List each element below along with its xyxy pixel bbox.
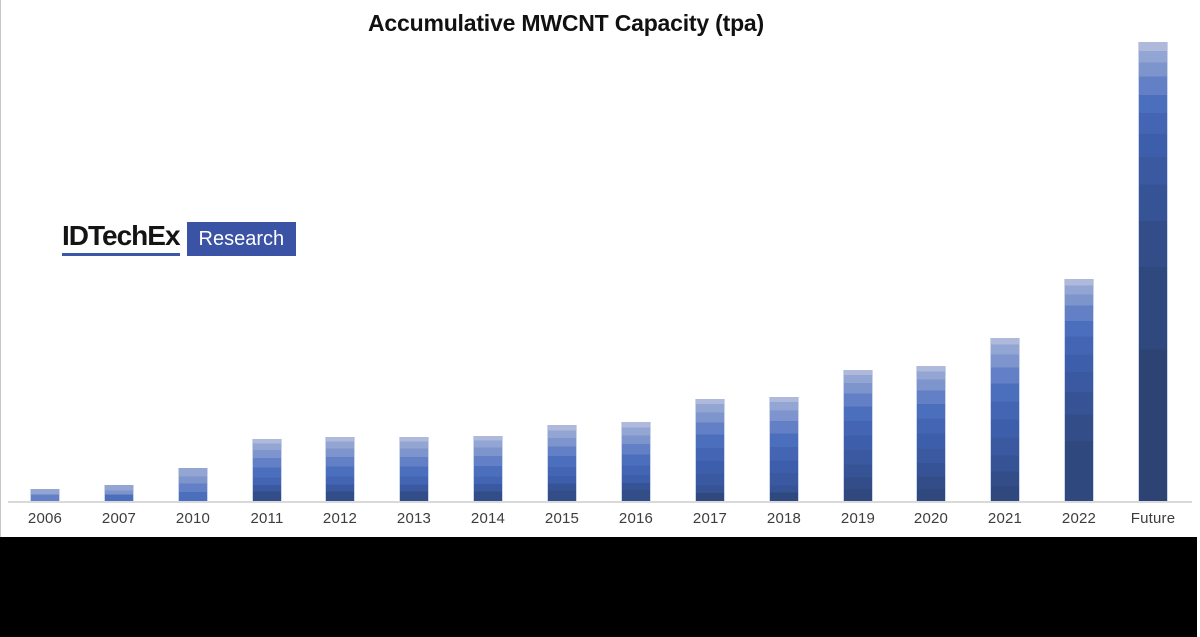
- bar-2017: [695, 399, 725, 501]
- idtechex-research-badge: Research: [186, 222, 297, 256]
- x-axis-label-2006: 2006: [27, 510, 63, 527]
- x-axis-label-2019: 2019: [840, 510, 876, 527]
- page-title: Accumulative MWCNT Capacity (tpa): [368, 10, 764, 36]
- x-axis-label-2013: 2013: [396, 510, 432, 527]
- x-axis-label-2020: 2020: [913, 510, 949, 527]
- x-axis-label-2015: 2015: [544, 510, 580, 527]
- bar-2006: [30, 489, 60, 501]
- bar-2022: [1064, 279, 1094, 501]
- bar-2016: [621, 422, 651, 501]
- x-axis-label-2021: 2021: [987, 510, 1023, 527]
- bar-2010: [178, 468, 208, 501]
- bar-2013: [399, 437, 429, 501]
- footer-black-bar: [0, 537, 1197, 637]
- x-axis-label-2018: 2018: [766, 510, 802, 527]
- x-axis-label-2012: 2012: [322, 510, 358, 527]
- chart-plot-area: 2006 2007 2010 2011 2012 2013 2014 2015 2016 2017…: [8, 42, 1192, 527]
- bar-2007: [104, 485, 134, 501]
- left-edge-divider: [0, 0, 1, 537]
- bar-2020: [916, 366, 946, 501]
- x-axis-label-2007: 2007: [101, 510, 137, 527]
- x-axis-label-2016: 2016: [618, 510, 654, 527]
- bar-2015: [547, 425, 577, 501]
- x-axis-label-Future: Future: [1130, 510, 1176, 527]
- x-axis-label-2017: 2017: [692, 510, 728, 527]
- bar-2021: [990, 338, 1020, 501]
- bar-Future: [1138, 42, 1168, 501]
- bar-2012: [325, 437, 355, 501]
- bar-2014: [473, 436, 503, 501]
- idtechex-brand-text: IDTechEx: [62, 222, 181, 256]
- bar-2018: [769, 397, 799, 501]
- x-axis-line: [8, 501, 1192, 503]
- x-axis-label-2010: 2010: [175, 510, 211, 527]
- x-axis-label-2022: 2022: [1061, 510, 1097, 527]
- x-axis-label-2011: 2011: [250, 510, 284, 527]
- bar-2019: [843, 370, 873, 501]
- idtechex-logo: IDTechEx Research: [62, 222, 297, 256]
- bar-2011: [252, 439, 282, 501]
- x-axis-label-2014: 2014: [470, 510, 506, 527]
